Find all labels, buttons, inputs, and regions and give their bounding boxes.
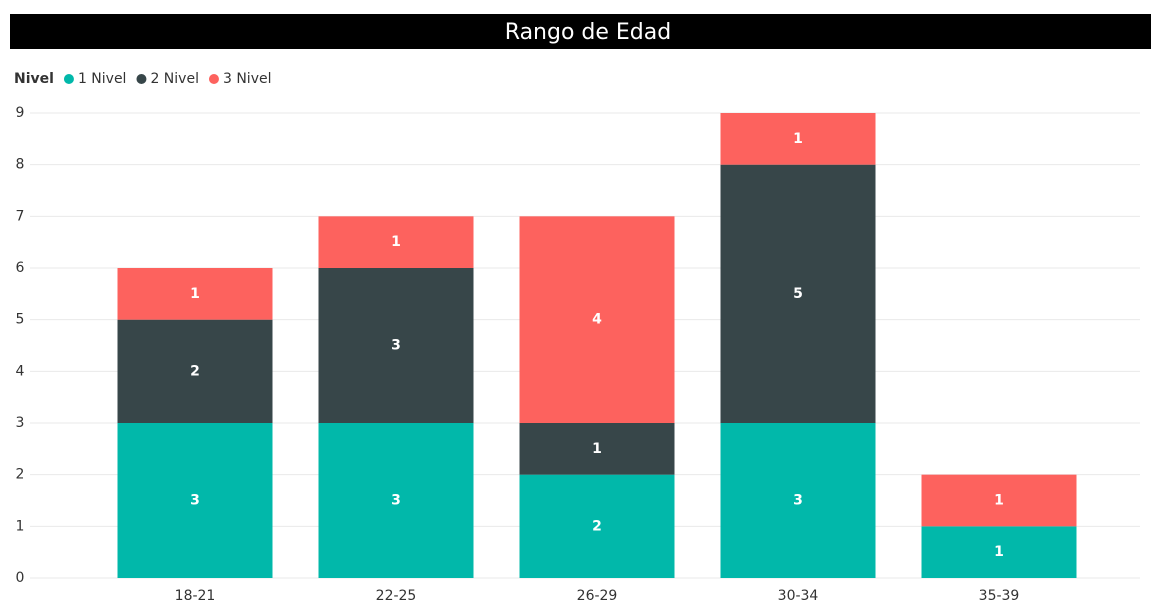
bar-segment	[720, 423, 876, 578]
value-label: 1	[994, 493, 1004, 509]
chart-title: Rango de Edad	[505, 20, 671, 45]
y-tick-label: 6	[16, 260, 25, 276]
bar-segment	[117, 423, 273, 578]
value-label: 4	[592, 312, 602, 328]
x-tick-label: 30-34	[778, 588, 819, 604]
bar-segment	[519, 474, 675, 578]
value-label: 3	[190, 493, 200, 509]
value-label: 2	[190, 363, 200, 379]
x-tick-label: 26-29	[577, 588, 618, 604]
x-tick-label: 35-39	[979, 588, 1020, 604]
bar-segment	[720, 113, 876, 165]
y-tick-label: 9	[16, 105, 25, 121]
bar-segment	[519, 216, 675, 423]
legend-marker	[208, 74, 219, 84]
bar-segment	[318, 423, 474, 578]
bar-segment	[117, 319, 273, 423]
bar-segment	[519, 423, 675, 475]
value-label: 5	[793, 286, 803, 302]
title-bar	[10, 14, 1151, 49]
value-label: 2	[592, 518, 602, 534]
legend-marker	[136, 74, 147, 84]
bar-segment	[117, 268, 273, 320]
legend-label: 1 Nivel	[78, 71, 127, 87]
legend-label: 3 Nivel	[223, 71, 272, 87]
legend-title: Nivel	[14, 71, 54, 87]
x-tick-label: 18-21	[175, 588, 216, 604]
value-label: 1	[391, 234, 401, 250]
y-tick-label: 1	[16, 518, 25, 534]
value-label: 1	[592, 441, 602, 457]
legend-label: 2 Nivel	[150, 71, 199, 87]
y-tick-label: 5	[16, 312, 25, 328]
bar-segment	[318, 216, 474, 268]
bar-segment	[921, 474, 1077, 527]
value-label: 1	[190, 286, 200, 302]
y-tick-label: 8	[16, 157, 25, 173]
bar-segment	[720, 164, 876, 423]
y-tick-label: 4	[16, 363, 25, 379]
value-label: 3	[391, 338, 401, 354]
bar-segment	[318, 268, 474, 423]
value-label: 3	[793, 493, 803, 509]
y-tick-label: 3	[16, 415, 25, 431]
value-label: 1	[793, 131, 803, 147]
y-tick-label: 7	[16, 208, 25, 224]
value-label: 3	[391, 493, 401, 509]
legend-marker	[63, 74, 74, 84]
x-tick-label: 22-25	[376, 588, 417, 604]
bar-segment	[921, 526, 1077, 578]
y-tick-label: 0	[16, 570, 25, 586]
y-tick-label: 2	[16, 467, 25, 483]
value-label: 1	[994, 544, 1004, 560]
